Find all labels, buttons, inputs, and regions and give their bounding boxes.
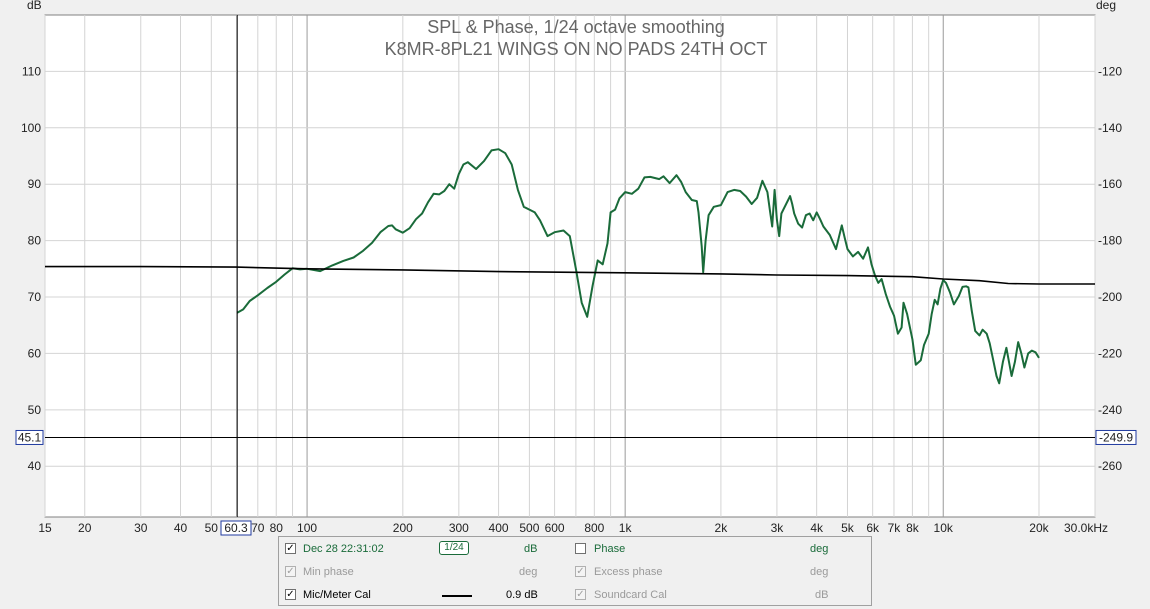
measurement-unit: dB (524, 543, 538, 555)
cursor-y2-label: -249.9 (1099, 430, 1133, 444)
cursor-y-label-box (15, 429, 44, 445)
x-tick-label: 20 (78, 521, 92, 535)
smoothing-swatch[interactable]: 1/24 (439, 541, 469, 555)
x-tick-label: 500 (519, 521, 539, 535)
x-tick-label: 10k (934, 521, 954, 535)
y2-tick-label: -140 (1098, 121, 1122, 135)
series-line-1 (45, 265, 1095, 285)
cursor-x-label-box (220, 520, 252, 536)
x-tick-label: 40 (174, 521, 188, 535)
cursor-lines[interactable] (45, 15, 1095, 517)
mic-cal-swatch[interactable] (442, 595, 472, 597)
legend-row-cal: ✓ Mic/Meter Cal 0.9 dB ✓ Soundcard Cal d… (279, 584, 871, 607)
min-phase-unit: deg (519, 566, 538, 578)
x-tick-label: 20k (1029, 521, 1049, 535)
y2-tick-label: -160 (1098, 177, 1122, 191)
min-phase-label[interactable]: Min phase (303, 566, 354, 578)
chart-title: SPL & Phase, 1/24 octave smoothing (427, 17, 725, 37)
tick-labels: 15 20 30 40 50 70 80 100 200 300 400 500 600 800 1k 2k 3… (15, 64, 1137, 536)
phase-unit: deg (810, 543, 829, 555)
x-tick-label: 80 (270, 521, 284, 535)
cursor-x-label: 60.3 (224, 521, 248, 535)
y-tick-label: 90 (28, 177, 42, 191)
y-tick-label: 70 (28, 290, 42, 304)
x-tick-label: 7k (888, 521, 902, 535)
x-tick-label: 50 (205, 521, 219, 535)
legend-panel: ✓ Dec 28 22:31:02 1/24 dB Phase deg ✓ Mi… (278, 536, 872, 606)
x-tick-label: 400 (489, 521, 509, 535)
soundcard-cal-label[interactable]: Soundcard Cal (594, 589, 667, 601)
y2-tick-label: -220 (1098, 346, 1122, 360)
grid-lines (44, 15, 1096, 517)
y-tick-label: 100 (21, 121, 41, 135)
measurement-checkbox[interactable]: ✓ (285, 543, 296, 554)
mic-cal-unit: 0.9 dB (506, 589, 538, 601)
x-tick-label: 200 (393, 521, 413, 535)
mic-cal-label[interactable]: Mic/Meter Cal (303, 589, 371, 601)
y2-tick-label: -180 (1098, 234, 1122, 248)
phase-label[interactable]: Phase (594, 543, 626, 555)
soundcard-cal-unit: dB (815, 589, 829, 601)
x-tick-label: 70 (251, 521, 265, 535)
series-line-0 (236, 148, 1040, 385)
min-phase-checkbox[interactable]: ✓ (285, 566, 296, 577)
y2-tick-label: -260 (1098, 459, 1122, 473)
x-tick-label: 4k (810, 521, 824, 535)
excess-phase-checkbox[interactable]: ✓ (575, 566, 586, 577)
x-tick-label: 30 (134, 521, 148, 535)
plot-area (44, 14, 1096, 518)
x-tick-label: 800 (584, 521, 604, 535)
left-axis-unit: dB (27, 0, 42, 12)
series-layer (45, 148, 1095, 385)
x-tick-label: 2k (715, 521, 729, 535)
y2-tick-label: -240 (1098, 403, 1122, 417)
x-tick-label: 100 (297, 521, 317, 535)
legend-row-measurement: ✓ Dec 28 22:31:02 1/24 dB Phase deg (279, 538, 871, 561)
x-tick-label: 5k (841, 521, 855, 535)
excess-phase-label[interactable]: Excess phase (594, 566, 663, 578)
x-tick-label: 600 (545, 521, 565, 535)
measurement-label[interactable]: Dec 28 22:31:02 (303, 543, 384, 555)
cursor-y-label: 45.1 (18, 430, 42, 444)
soundcard-cal-checkbox[interactable]: ✓ (575, 589, 586, 600)
y-tick-label: 40 (28, 459, 42, 473)
y-tick-label: 80 (28, 234, 42, 248)
legend-row-minphase: ✓ Min phase deg ✓ Excess phase deg (279, 561, 871, 584)
excess-phase-unit: deg (810, 566, 829, 578)
mic-cal-checkbox[interactable]: ✓ (285, 589, 296, 600)
x-tick-label: 1k (619, 521, 633, 535)
x-tick-label: 15 (38, 521, 52, 535)
y2-tick-label: -120 (1098, 64, 1122, 78)
y-tick-label: 50 (28, 403, 42, 417)
phase-checkbox[interactable] (575, 543, 586, 554)
right-axis-unit: deg (1096, 0, 1116, 12)
chart: 15 20 30 40 50 70 80 100 200 300 400 500 600 800 1k 2k 3… (15, 0, 1137, 536)
cursor-y2-label-box (1095, 429, 1137, 445)
y-tick-label: 60 (28, 346, 42, 360)
y-tick-label: 110 (22, 64, 41, 78)
x-tick-label: 30.0kHz (1064, 521, 1108, 535)
x-tick-label: 300 (449, 521, 469, 535)
x-tick-label: 3k (771, 521, 785, 535)
y2-tick-label: -200 (1098, 290, 1122, 304)
x-tick-label: 6k (866, 521, 880, 535)
chart-subtitle: K8MR-8PL21 WINGS ON NO PADS 24TH OCT (385, 39, 768, 59)
x-tick-label: 8k (906, 521, 920, 535)
